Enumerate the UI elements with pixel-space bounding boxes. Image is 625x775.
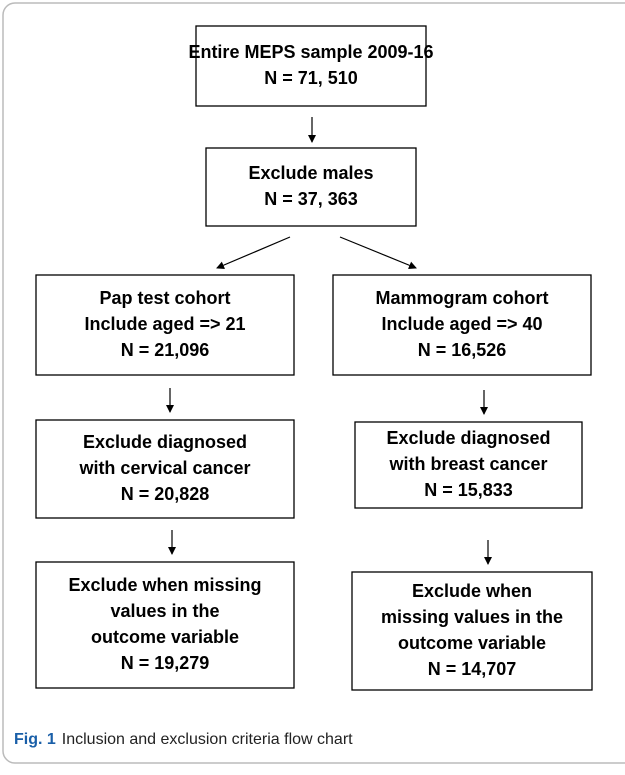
box-text: Pap test cohort	[99, 288, 230, 308]
box-text: missing values in the	[381, 607, 563, 627]
box-text: N = 19,279	[121, 653, 210, 673]
arrow	[216, 236, 291, 269]
box-text: Include aged => 21	[84, 314, 245, 334]
box-text: Exclude when	[412, 581, 532, 601]
box-text: with cervical cancer	[78, 458, 250, 478]
arrow	[339, 236, 417, 270]
flow-box	[205, 147, 417, 227]
box-text: Exclude diagnosed	[83, 432, 247, 452]
box-text: Entire MEPS sample 2009-16	[188, 42, 433, 62]
caption-label: Fig. 1	[14, 731, 56, 748]
box-text: N = 21,096	[121, 340, 210, 360]
box-text: Include aged => 40	[381, 314, 542, 334]
flow-box	[354, 421, 583, 509]
box-text: N = 71, 510	[264, 68, 358, 88]
box-text: outcome variable	[91, 627, 239, 647]
flow-box	[351, 571, 593, 691]
flow-box	[35, 561, 295, 689]
box-text: N = 14,707	[428, 659, 517, 679]
box-text: N = 37, 363	[264, 189, 358, 209]
caption-text: Inclusion and exclusion criteria flow ch…	[62, 731, 353, 748]
box-text: N = 15,833	[424, 480, 513, 500]
flow-box	[332, 274, 592, 376]
box-text: N = 20,828	[121, 484, 210, 504]
box-text: Exclude diagnosed	[386, 428, 550, 448]
flow-box	[195, 25, 427, 107]
box-text: values in the	[110, 601, 219, 621]
flow-box	[35, 274, 295, 376]
box-text: N = 16,526	[418, 340, 507, 360]
box-text: outcome variable	[398, 633, 546, 653]
caption: Fig. 1 Inclusion and exclusion criteria f…	[14, 731, 353, 748]
box-text: Mammogram cohort	[375, 288, 548, 308]
box-text: Exclude when missing	[68, 575, 261, 595]
box-text: with breast cancer	[388, 454, 547, 474]
box-text: Exclude males	[248, 163, 373, 183]
flow-box	[35, 419, 295, 519]
